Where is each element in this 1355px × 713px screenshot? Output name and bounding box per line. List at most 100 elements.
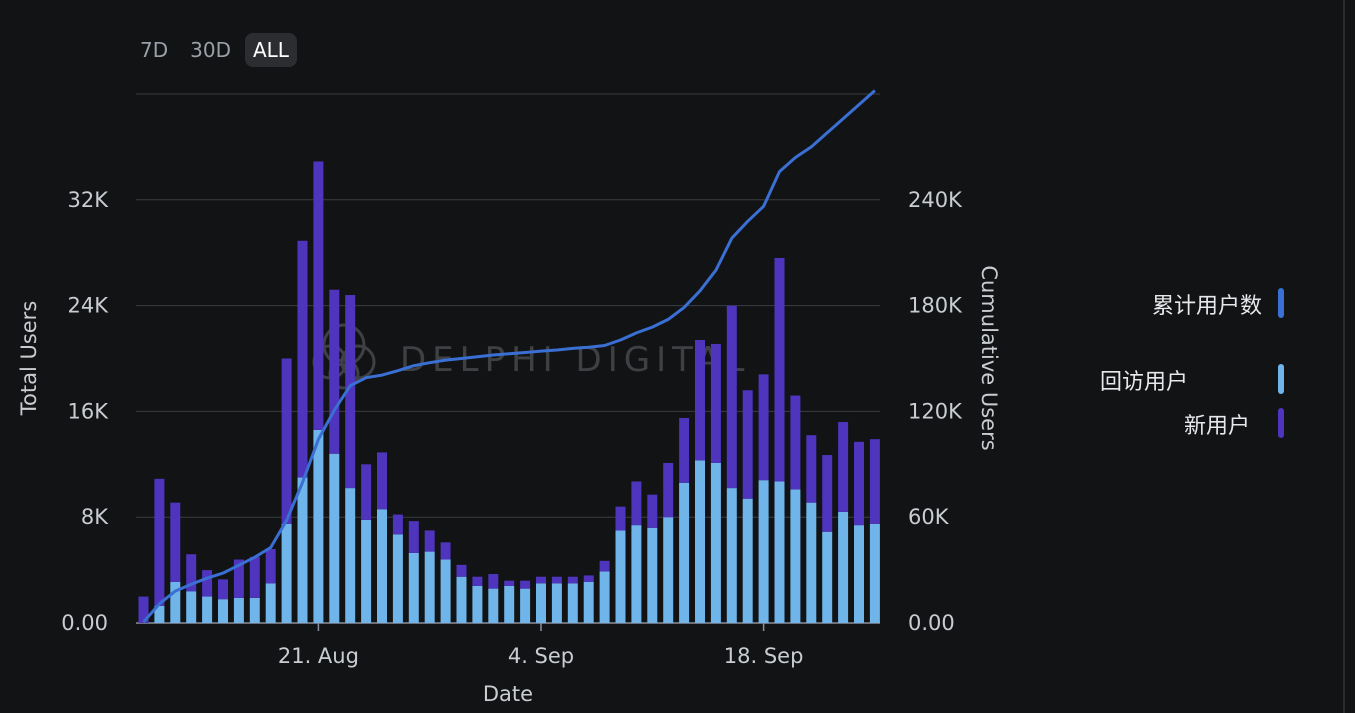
watermark: DELPHI DIGITAL <box>312 323 744 390</box>
bar-new <box>742 390 753 499</box>
line-series <box>142 89 876 624</box>
bar-new <box>615 506 626 531</box>
bar-new <box>313 161 324 430</box>
bar-returning <box>440 559 451 623</box>
bar-new <box>679 418 690 483</box>
bar-returning <box>599 571 610 623</box>
bar-new <box>758 374 769 481</box>
bar-returning <box>249 597 260 623</box>
y-axis-right-title: Cumulative Users <box>977 265 1001 450</box>
bar-new <box>869 439 880 524</box>
bar-new <box>218 579 228 600</box>
bar-new <box>170 502 181 583</box>
bar-returning <box>838 511 849 623</box>
y-tick-right-label: 180K <box>908 294 963 318</box>
bar-new <box>186 554 197 592</box>
bar-returning <box>663 517 674 623</box>
bar-returning <box>504 585 515 623</box>
bar-returning <box>551 583 562 623</box>
bar-returning <box>869 523 880 623</box>
y-tick-left-label: 32K <box>68 188 110 212</box>
legend-swatch-cumulative-icon <box>1278 288 1284 318</box>
bar-new <box>202 570 213 597</box>
bar-new <box>854 441 864 526</box>
y-tick-left-label: 8K <box>81 505 109 529</box>
bar-new <box>567 576 578 584</box>
bar-returning <box>647 527 658 623</box>
bar-series <box>138 161 880 623</box>
bar-returning <box>456 576 467 623</box>
bar-new <box>408 521 419 553</box>
range-all-button[interactable]: ALL <box>244 33 297 67</box>
bar-returning <box>233 597 244 623</box>
bar-returning <box>281 523 292 623</box>
bar-returning <box>615 530 626 623</box>
range-7d-button[interactable]: 7D <box>140 38 169 62</box>
y-tick-right-label: 240K <box>908 188 963 212</box>
x-axis-title: Date <box>483 682 533 706</box>
bar-new <box>249 556 260 598</box>
legend: 累计用户数 回访用户 新用户 <box>1060 280 1300 450</box>
bar-returning <box>345 488 356 623</box>
bar-new <box>392 514 403 535</box>
bar-new <box>281 358 292 524</box>
x-tick-label: 21. Aug <box>278 644 359 668</box>
bar-new <box>345 295 356 489</box>
bar-returning <box>806 502 817 623</box>
bar-returning <box>218 599 228 623</box>
bar-new <box>790 395 801 490</box>
bar-returning <box>726 488 737 623</box>
bar-returning <box>297 477 308 623</box>
bar-returning <box>377 509 387 623</box>
bar-new <box>456 564 467 577</box>
bar-new <box>806 435 817 503</box>
bar-new <box>631 481 642 526</box>
bar-new <box>520 580 531 589</box>
panel-divider <box>1343 0 1345 713</box>
bar-returning <box>488 588 499 623</box>
bar-new <box>774 257 785 482</box>
bar-returning <box>472 585 483 623</box>
bar-returning <box>313 429 324 623</box>
bar-returning <box>186 591 197 623</box>
y-tick-right-label: 120K <box>908 399 963 423</box>
x-tick-label: 4. Sep <box>508 644 574 668</box>
bar-new <box>329 289 340 454</box>
bar-new <box>822 455 833 532</box>
legend-label-new: 新用户 <box>1183 414 1250 439</box>
x-tick-label: 18. Sep <box>724 644 804 668</box>
bar-new <box>726 305 737 489</box>
bar-new <box>488 574 499 589</box>
legend-swatch-returning-icon <box>1278 364 1284 394</box>
bar-new <box>472 576 483 586</box>
legend-swatch-new-icon <box>1278 408 1284 438</box>
bar-returning <box>154 605 165 623</box>
bar-new <box>647 494 658 528</box>
bar-new <box>440 542 451 560</box>
bar-returning <box>758 480 769 623</box>
bar-returning <box>790 489 801 623</box>
bar-returning <box>679 482 690 623</box>
bar-returning <box>583 582 594 623</box>
bar-returning <box>631 525 642 623</box>
bar-new <box>663 462 674 518</box>
bar-returning <box>822 531 833 623</box>
bar-new <box>695 339 705 461</box>
bar-returning <box>408 552 419 623</box>
bar-new <box>424 530 435 552</box>
y-tick-right-label: 60K <box>908 505 950 529</box>
bar-returning <box>774 481 785 623</box>
bar-new <box>536 576 546 584</box>
y-tick-left-label: 16K <box>68 399 110 423</box>
legend-label-cumulative: 累计用户数 <box>1151 294 1262 319</box>
axes: 0.00 0.00 8K 60K 16K 120K 24K 180K 32K 240K 21. Au… <box>61 188 963 668</box>
bar-new <box>361 464 372 520</box>
bar-new <box>138 596 149 623</box>
bar-returning <box>854 525 864 623</box>
bar-returning <box>567 583 578 623</box>
bar-new <box>154 478 165 606</box>
bar-returning <box>361 519 372 623</box>
range-30d-button[interactable]: 30D <box>190 38 231 62</box>
bar-new <box>583 575 594 583</box>
bar-returning <box>202 596 213 623</box>
